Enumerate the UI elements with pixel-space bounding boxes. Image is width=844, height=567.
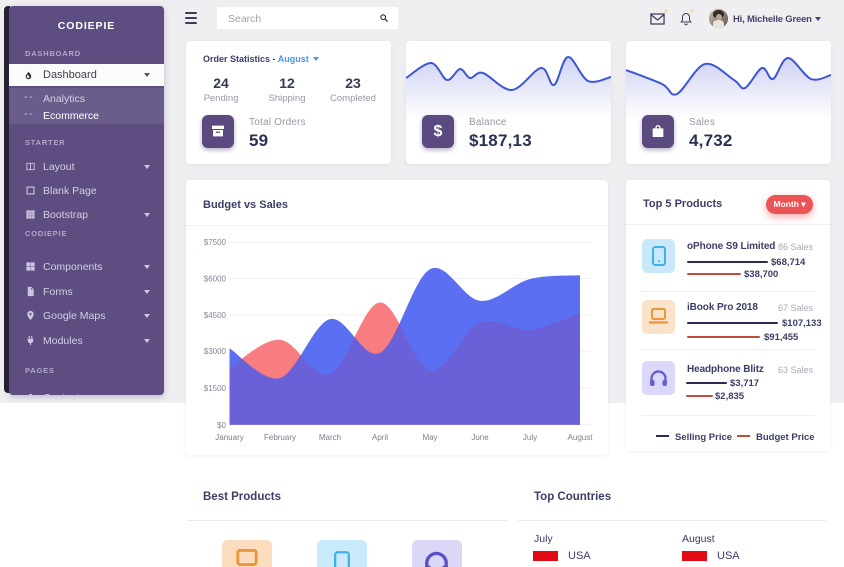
svg-text:July: July — [523, 433, 537, 442]
svg-text:February: February — [264, 433, 296, 442]
svg-text:$3000: $3000 — [204, 347, 227, 356]
svg-text:June: June — [471, 433, 489, 442]
svg-text:$7500: $7500 — [204, 238, 227, 247]
svg-text:April: April — [372, 433, 388, 442]
svg-text:$0: $0 — [217, 421, 226, 430]
svg-text:May: May — [422, 433, 437, 442]
svg-text:$1500: $1500 — [204, 384, 227, 393]
svg-text:March: March — [319, 433, 341, 442]
svg-text:$4500: $4500 — [204, 311, 227, 320]
svg-text:January: January — [215, 433, 243, 442]
svg-text:$6000: $6000 — [204, 275, 227, 284]
svg-text:August: August — [568, 433, 594, 442]
